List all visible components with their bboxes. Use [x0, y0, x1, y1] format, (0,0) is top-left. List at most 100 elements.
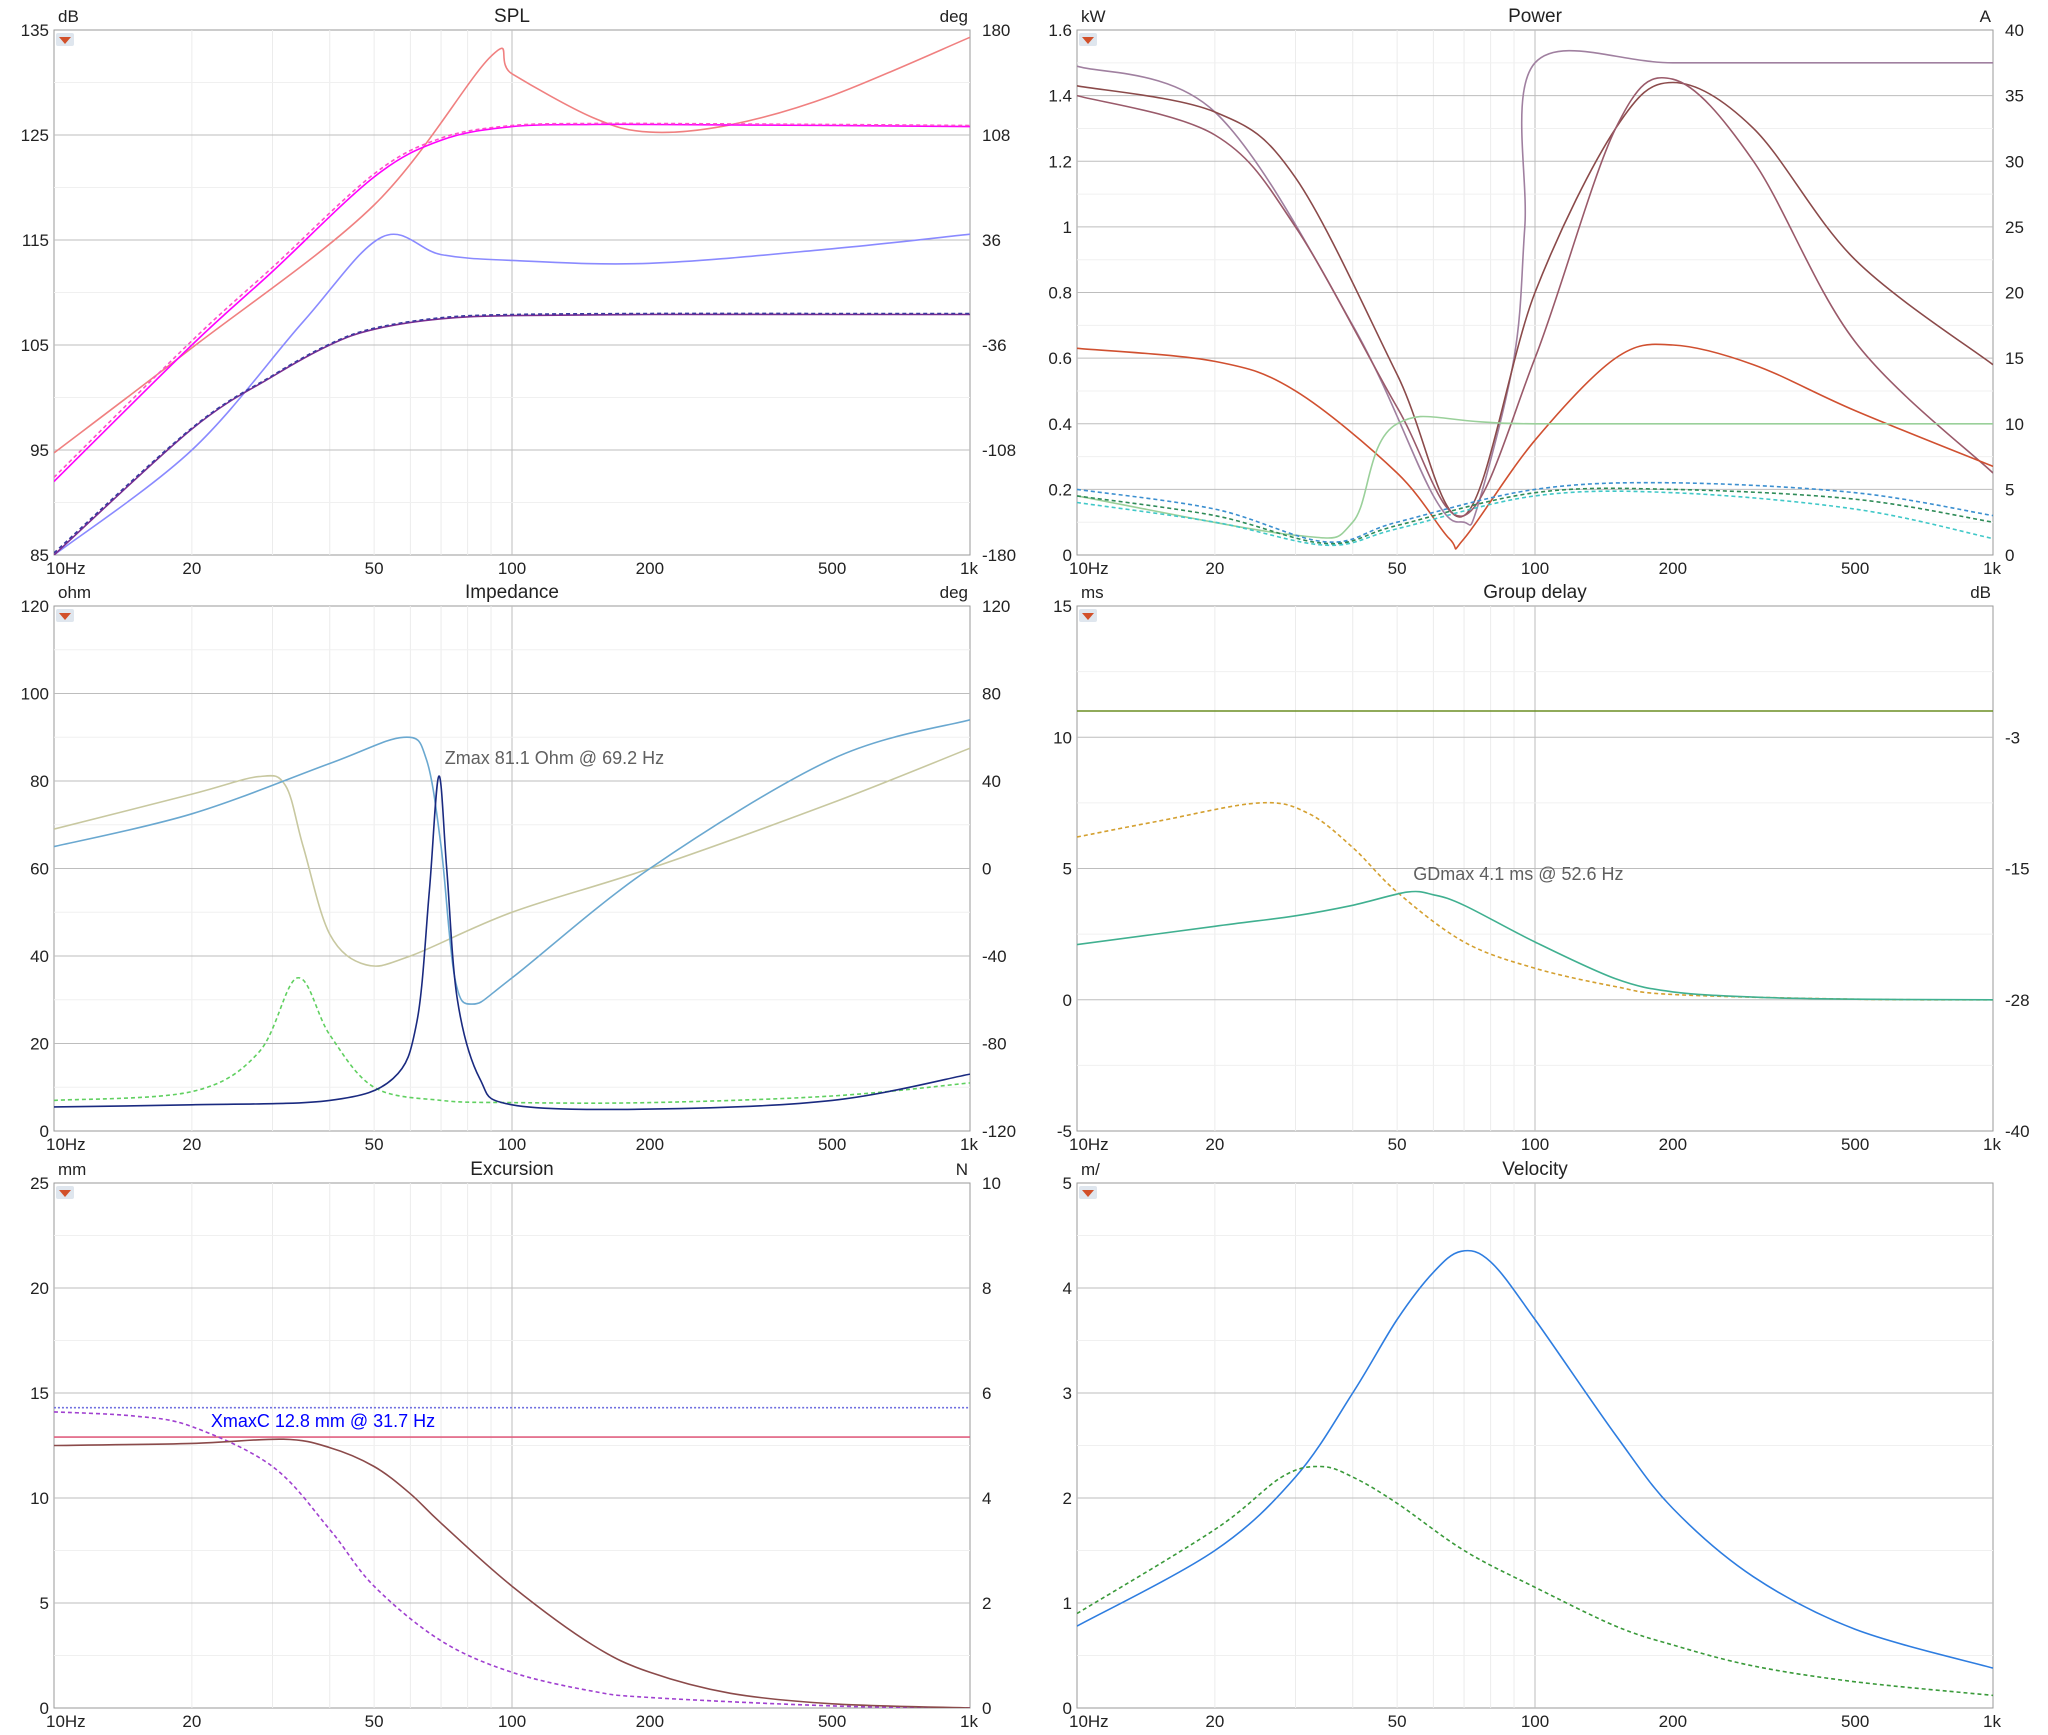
power-x-tick: 20 — [1205, 559, 1224, 578]
excursion-title: Excursion — [470, 1159, 553, 1180]
excursion-y-tick-left: 5 — [40, 1594, 49, 1613]
group-delay-x-tick: 10Hz — [1069, 1135, 1109, 1154]
group-delay-series-3-line — [1077, 890, 1993, 1001]
power-unit-left: kW — [1081, 7, 1106, 26]
impedance-y-tick-left: 80 — [30, 772, 49, 791]
excursion-y-tick-left: 20 — [30, 1279, 49, 1298]
group-delay-y-tick-right: -40 — [2005, 1122, 2030, 1141]
impedance-annotation: Zmax 81.1 Ohm @ 69.2 Hz — [445, 748, 664, 768]
velocity-y-tick-left: 5 — [1063, 1174, 1072, 1193]
spl-series-3-line — [54, 122, 970, 478]
velocity-x-tick: 10Hz — [1069, 1712, 1109, 1730]
power-y-tick-right: 30 — [2005, 152, 2024, 171]
impedance-y-tick-left: 100 — [21, 685, 49, 704]
excursion-y-tick-left: 10 — [30, 1489, 49, 1508]
spl-y-tick-right: 180 — [982, 21, 1010, 40]
spl-y-tick-right: -36 — [982, 336, 1007, 355]
impedance-y-tick-right: 80 — [982, 685, 1001, 704]
spl-y-tick-right: -108 — [982, 441, 1016, 460]
power-y-tick-right: 20 — [2005, 284, 2024, 303]
excursion-y-tick-right: 0 — [982, 1699, 991, 1718]
velocity-series-1-line — [1077, 1249, 1993, 1669]
spl-x-tick: 20 — [182, 559, 201, 578]
spl-x-tick: 100 — [498, 559, 526, 578]
spl-y-tick-left: 115 — [22, 231, 49, 250]
power-series-6-line — [1077, 481, 1993, 543]
spl-y-tick-right: -180 — [982, 546, 1016, 565]
group-delay-y-tick-left: 0 — [1063, 991, 1072, 1010]
group-delay-y-tick-left: 5 — [1063, 860, 1072, 879]
impedance-x-tick: 10Hz — [46, 1135, 86, 1154]
excursion-y-tick-right: 6 — [982, 1384, 991, 1403]
group-delay-x-tick: 500 — [1841, 1135, 1869, 1154]
logo-icon — [56, 1186, 74, 1199]
spl-x-tick: 500 — [818, 559, 846, 578]
velocity-y-tick-left: 0 — [1063, 1699, 1072, 1718]
power-y-tick-right: 10 — [2005, 415, 2024, 434]
group-delay-y-tick-left: 15 — [1053, 597, 1072, 616]
excursion-y-tick-right: 4 — [982, 1489, 991, 1508]
excursion-y-tick-left: 15 — [30, 1384, 49, 1403]
power-x-tick: 10Hz — [1069, 559, 1109, 578]
spl-unit-left: dB — [58, 7, 79, 26]
impedance-x-tick: 50 — [365, 1135, 384, 1154]
power-y-tick-left: 0 — [1063, 546, 1072, 565]
power-y-tick-left: 1 — [1063, 218, 1072, 237]
power-x-tick: 200 — [1659, 559, 1687, 578]
power-y-tick-right: 35 — [2005, 87, 2024, 106]
excursion-x-tick: 10Hz — [46, 1712, 86, 1730]
excursion-x-tick: 500 — [818, 1712, 846, 1730]
impedance-y-tick-right: -40 — [982, 947, 1007, 966]
excursion-y-tick-left: 25 — [30, 1174, 49, 1193]
power-chart: 1.61.41.210.80.60.40.2040353025201510501… — [1048, 6, 2024, 578]
power-unit-right: A — [1980, 7, 1992, 26]
group-delay-x-tick: 20 — [1205, 1135, 1224, 1154]
spl-series-2-line — [54, 123, 970, 483]
spl-series-1-line — [54, 36, 970, 454]
power-series-2-line — [1077, 81, 1993, 518]
excursion-y-tick-right: 2 — [982, 1594, 991, 1613]
excursion-unit-left: mm — [58, 1160, 86, 1179]
power-y-tick-right: 5 — [2005, 480, 2014, 499]
spl-series-4-line — [54, 233, 970, 555]
excursion-x-tick: 20 — [182, 1712, 201, 1730]
power-y-tick-left: 1.4 — [1048, 87, 1072, 106]
power-title: Power — [1508, 6, 1563, 27]
impedance-y-tick-left: 0 — [40, 1122, 49, 1141]
excursion-y-tick-right: 8 — [982, 1279, 991, 1298]
excursion-x-tick: 200 — [636, 1712, 664, 1730]
spl-chart: 135 125 115 105 95 85 180 108 36 -36 -108 -180 10Hz 2… — [21, 6, 1016, 578]
velocity-title: Velocity — [1502, 1159, 1568, 1180]
logo-icon — [1079, 609, 1097, 622]
impedance-y-tick-right: -120 — [982, 1122, 1016, 1141]
spl-title: SPL — [494, 6, 530, 27]
spl-y-tick-left: 125 — [21, 126, 49, 145]
impedance-title: Impedance — [465, 582, 559, 603]
power-series-8-line — [1077, 490, 1993, 547]
power-x-tick: 50 — [1388, 559, 1407, 578]
excursion-unit-right: N — [956, 1160, 968, 1179]
impedance-x-tick: 100 — [498, 1135, 526, 1154]
impedance-x-tick: 20 — [182, 1135, 201, 1154]
power-x-tick: 500 — [1841, 559, 1869, 578]
power-series-4-line — [1077, 343, 1993, 550]
group-delay-unit-right: dB — [1970, 583, 1991, 602]
spl-y-tick-left: 135 — [21, 21, 49, 40]
excursion-x-tick: 50 — [365, 1712, 384, 1730]
group-delay-x-tick: 1k — [1983, 1135, 2001, 1154]
logo-icon — [1079, 33, 1097, 46]
group-delay-y-tick-left: 10 — [1053, 728, 1072, 747]
excursion-x-tick: 1k — [960, 1712, 978, 1730]
excursion-series-4-line — [54, 1438, 970, 1708]
velocity-x-tick: 100 — [1521, 1712, 1549, 1730]
group-delay-x-tick: 50 — [1388, 1135, 1407, 1154]
impedance-y-tick-right: -80 — [982, 1035, 1007, 1054]
spl-x-tick: 1k — [960, 559, 978, 578]
group-delay-unit-left: ms — [1081, 583, 1104, 602]
velocity-x-tick: 20 — [1205, 1712, 1224, 1730]
impedance-series-3-line — [54, 977, 970, 1104]
power-y-tick-right: 15 — [2005, 349, 2024, 368]
